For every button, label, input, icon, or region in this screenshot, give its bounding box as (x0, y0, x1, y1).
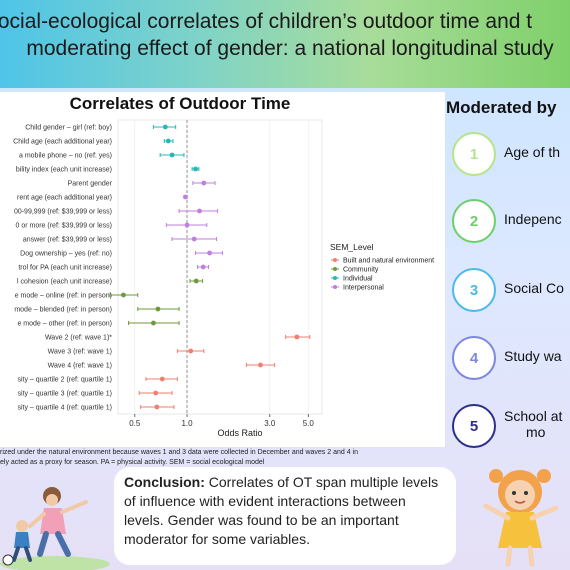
moderator-number-badge: 3 (452, 268, 496, 312)
x-axis-label: Odds Ratio (217, 428, 262, 438)
title-line-1: ocial-ecological correlates of children’… (0, 10, 533, 33)
point-estimate (294, 334, 300, 340)
point-estimate (154, 404, 160, 410)
conclusion-heading: Conclusion: (124, 474, 205, 490)
girl-illustration (483, 469, 559, 567)
row-label: sity – quartile 3 (ref: quartile 1) (17, 391, 112, 398)
row-label: e mode – online (ref: in person) (15, 293, 112, 300)
x-tick-label: 3.0 (264, 419, 276, 428)
row-label: Parent gender (68, 181, 113, 188)
chart-title: Correlates of Outdoor Time (69, 94, 291, 113)
row-label: trol for PA (each unit increase) (18, 265, 112, 272)
chart-caption: rized under the natural environment beca… (0, 448, 445, 468)
moderator-item: 1 Age of th (452, 132, 570, 176)
point-estimate (191, 236, 197, 242)
point-estimate (151, 320, 156, 326)
moderator-item: 3 Social Co (452, 268, 570, 312)
row-label: bility index (each unit increase) (16, 167, 112, 174)
point-estimate (155, 306, 161, 312)
legend-marker (333, 276, 337, 280)
point-estimate (188, 348, 194, 354)
row-label: sity – quartile 2 (ref: quartile 1) (17, 377, 112, 384)
x-tick-label: 5.0 (303, 419, 315, 428)
conclusion-text: Correlates of OT span multiple levels of… (124, 474, 439, 547)
legend-entry: Community (343, 267, 379, 274)
row-label: Wave 4 (ref: wave 1) (48, 363, 112, 370)
moderator-item: 5 School at mo (452, 404, 570, 448)
legend-title: SEM_Level (330, 242, 374, 252)
row-label: Wave 2 (ref: wave 1)* (45, 335, 112, 342)
x-tick-label: 1.0 (181, 419, 193, 428)
point-estimate (121, 292, 126, 298)
moderator-label: School at mo (504, 408, 563, 440)
row-label: rent age (each additional year) (17, 195, 112, 202)
legend-marker (333, 285, 337, 289)
row-label: Child age (each additional year) (13, 139, 112, 146)
moderated-title: Moderated by (446, 98, 557, 117)
title-line-2: moderating effect of gender: a national … (26, 37, 554, 60)
point-estimate (193, 278, 199, 284)
row-label: mode – blended (ref: in person) (14, 307, 112, 314)
point-estimate (258, 362, 263, 368)
row-label: 00-99,999 (ref: $39,999 or less) (14, 209, 112, 216)
moderator-number-badge: 2 (452, 199, 496, 243)
row-label: answer (ref: $39,999 or less) (23, 237, 112, 244)
point-estimate (184, 222, 190, 228)
legend-entry: Interpersonal (343, 285, 384, 292)
row-label: Dog ownership – yes (ref: no) (20, 251, 112, 258)
point-estimate (183, 194, 188, 200)
point-estimate (159, 376, 165, 382)
poster-title: ocial-ecological correlates of children’… (0, 8, 570, 62)
moderator-label: Indepenc (504, 211, 562, 227)
row-label: a mobile phone – no (ref: yes) (19, 153, 112, 160)
row-label: 0 or more (ref: $39,999 or less) (16, 223, 113, 230)
point-estimate (207, 250, 213, 256)
moderator-label: Social Co (504, 280, 564, 296)
moderator-label: Age of th (504, 144, 561, 160)
x-tick-label: 0.5 (129, 419, 141, 428)
point-estimate (153, 390, 159, 396)
legend-entry: Built and natural environment (343, 258, 434, 265)
conclusion-box: Conclusion: Correlates of OT span multip… (114, 467, 456, 565)
point-estimate (169, 152, 175, 158)
point-estimate (193, 166, 198, 172)
moderator-number-badge: 1 (452, 132, 496, 176)
moderator-label-continued: mo (526, 424, 546, 440)
caption-line-2: ely acted as a proxy for season. PA = ph… (0, 459, 265, 466)
row-label: Wave 3 (ref: wave 1) (48, 349, 112, 356)
point-estimate (162, 124, 168, 130)
point-estimate (201, 180, 207, 186)
point-estimate (197, 208, 202, 214)
moderator-item: 4 Study wa (452, 336, 570, 380)
plot-area (117, 119, 323, 415)
row-label: sity – quartile 4 (ref: quartile 1) (17, 405, 112, 412)
row-label: e mode – other (ref: in person) (17, 321, 112, 328)
moderator-item: 2 Indepenc (452, 199, 570, 243)
legend-marker (333, 267, 337, 271)
kids-playing-illustration (0, 487, 110, 570)
point-estimate (165, 138, 171, 144)
moderator-label: Study wa (504, 348, 562, 364)
caption-line-1: rized under the natural environment beca… (0, 449, 358, 456)
forest-plot: 0.5 1.0 3.0 5.0 Odds Ratio Child gender – gir… (13, 119, 434, 438)
legend-marker (333, 258, 337, 262)
moderator-number-badge: 4 (452, 336, 496, 380)
row-label: l cohesion (each unit increase) (17, 279, 112, 286)
row-label: Child gender – girl (ref: boy) (25, 125, 112, 132)
legend-entry: Individual (343, 276, 373, 283)
point-estimate (200, 264, 206, 270)
moderator-number-badge: 5 (452, 404, 496, 448)
